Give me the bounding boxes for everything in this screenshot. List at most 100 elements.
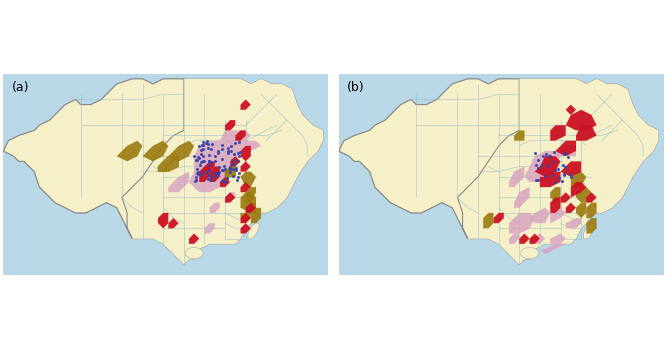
Point (226, 148, 237, 153)
Polygon shape (241, 172, 256, 187)
Polygon shape (245, 203, 256, 213)
Point (530, 150, 540, 156)
Point (221, 176, 232, 181)
Polygon shape (235, 130, 245, 141)
Point (225, 166, 235, 171)
Ellipse shape (247, 223, 259, 239)
Polygon shape (560, 192, 571, 203)
Point (189, 178, 200, 184)
Point (223, 145, 233, 150)
Point (211, 170, 222, 176)
Point (550, 179, 560, 185)
Polygon shape (566, 110, 597, 130)
Polygon shape (530, 208, 550, 223)
Polygon shape (550, 197, 560, 213)
Polygon shape (158, 156, 179, 172)
Point (219, 166, 230, 171)
Polygon shape (576, 187, 592, 203)
Point (209, 158, 220, 164)
Point (548, 149, 559, 155)
Polygon shape (168, 141, 194, 161)
Point (191, 158, 202, 163)
Polygon shape (566, 203, 576, 213)
Polygon shape (576, 130, 664, 275)
Point (233, 139, 244, 145)
Text: (a): (a) (11, 81, 29, 94)
Point (229, 161, 239, 167)
Polygon shape (468, 79, 658, 265)
Text: (b): (b) (347, 81, 365, 94)
Point (225, 143, 236, 149)
Point (202, 141, 213, 146)
Polygon shape (509, 213, 535, 234)
Polygon shape (199, 167, 209, 182)
Point (544, 153, 555, 158)
Point (192, 169, 203, 175)
Point (547, 172, 558, 178)
Polygon shape (586, 203, 597, 218)
Polygon shape (241, 213, 251, 223)
Point (563, 155, 574, 160)
Polygon shape (245, 203, 256, 213)
Point (227, 166, 238, 172)
Polygon shape (209, 167, 220, 182)
Point (217, 146, 227, 151)
Point (558, 172, 569, 177)
Polygon shape (586, 192, 597, 203)
Polygon shape (225, 192, 235, 203)
Point (205, 178, 216, 183)
Polygon shape (3, 79, 184, 239)
Point (203, 146, 213, 151)
Point (203, 162, 213, 168)
Polygon shape (189, 234, 199, 244)
Point (225, 169, 235, 174)
Polygon shape (168, 218, 179, 228)
Point (201, 169, 212, 175)
Point (196, 159, 207, 164)
Polygon shape (241, 161, 251, 172)
Point (213, 148, 224, 154)
Point (214, 164, 225, 170)
Polygon shape (556, 146, 576, 156)
Point (538, 153, 548, 159)
Point (198, 153, 209, 159)
Point (195, 172, 206, 178)
Point (203, 158, 214, 163)
Polygon shape (225, 167, 235, 177)
Point (544, 154, 554, 159)
Point (197, 169, 208, 175)
Point (540, 173, 551, 178)
Point (537, 162, 548, 168)
Point (210, 153, 221, 159)
Point (553, 166, 564, 171)
Polygon shape (576, 130, 638, 213)
Point (207, 142, 217, 147)
Polygon shape (586, 218, 597, 234)
Point (231, 165, 241, 171)
Polygon shape (560, 161, 581, 177)
Polygon shape (3, 74, 328, 275)
Point (199, 158, 209, 164)
Polygon shape (339, 74, 664, 275)
Polygon shape (540, 172, 560, 187)
Point (216, 142, 227, 148)
Point (211, 174, 221, 179)
Polygon shape (571, 172, 586, 187)
Ellipse shape (583, 223, 594, 239)
Point (233, 170, 244, 175)
Polygon shape (535, 156, 560, 177)
Point (223, 148, 233, 153)
Point (531, 162, 542, 168)
Polygon shape (241, 130, 328, 275)
Point (557, 162, 568, 168)
Point (227, 157, 237, 162)
Point (191, 157, 201, 162)
Polygon shape (241, 182, 251, 192)
Point (214, 169, 225, 175)
Point (213, 150, 223, 156)
Polygon shape (530, 234, 545, 244)
Polygon shape (225, 192, 235, 203)
Point (197, 142, 208, 147)
Polygon shape (520, 239, 581, 275)
Polygon shape (576, 203, 586, 218)
